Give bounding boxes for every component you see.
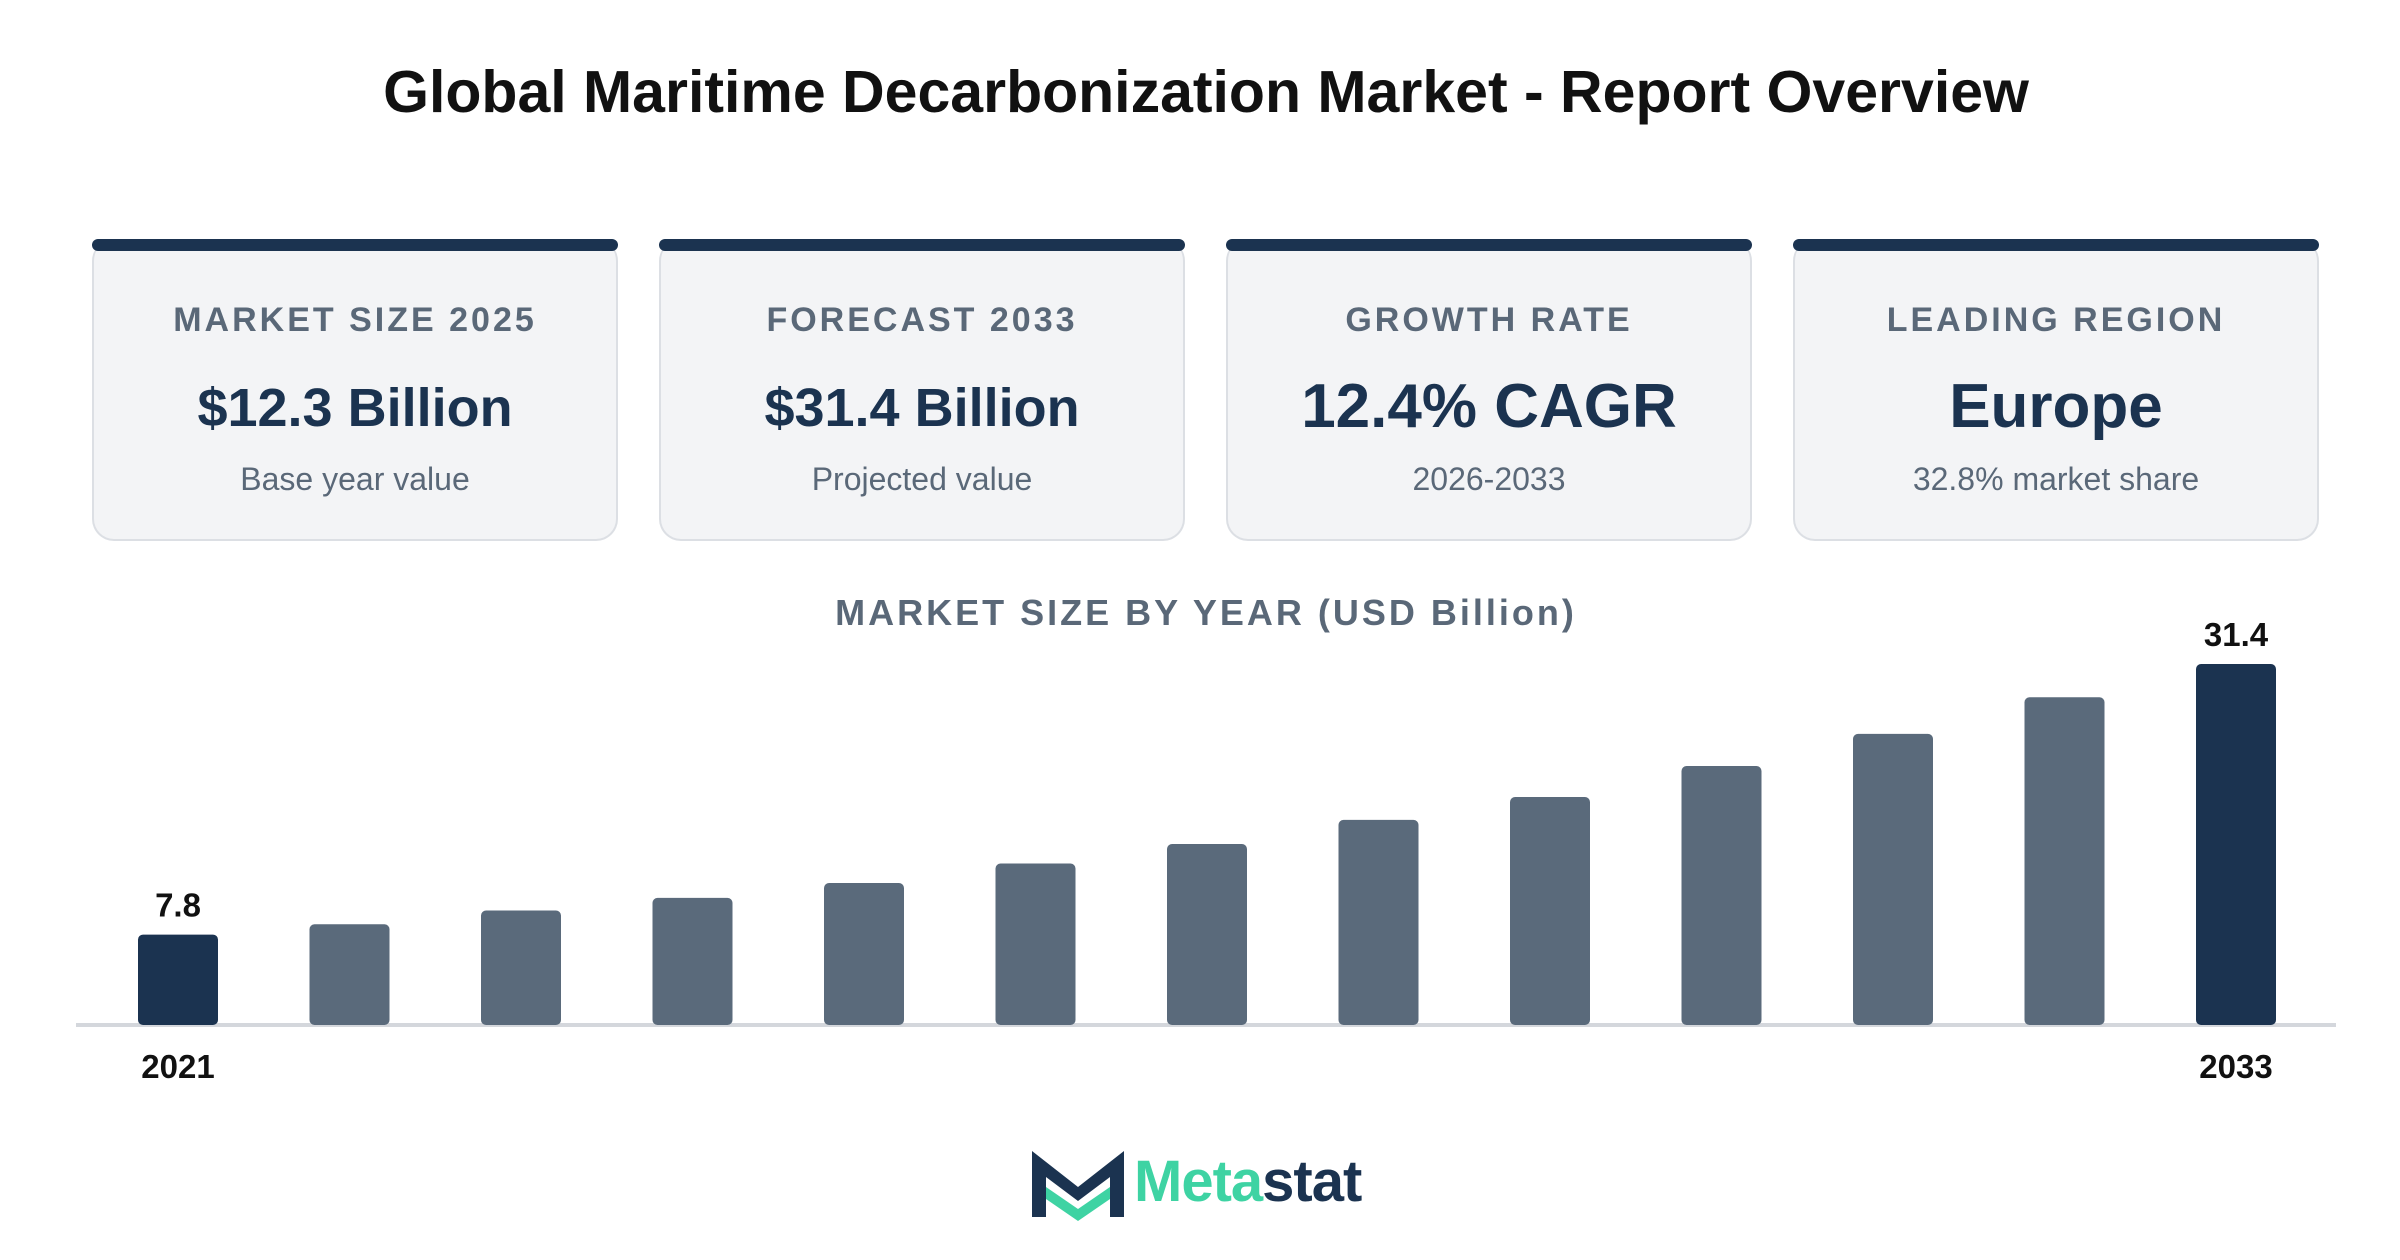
- bar-2021: [138, 934, 218, 1025]
- market-size-card: MARKET SIZE 2025 $12.3 Billion Base year…: [92, 239, 618, 541]
- growth-rate-card: GROWTH RATE 12.4% CAGR 2026-2033: [1226, 239, 1752, 541]
- page-title: Global Maritime Decarbonization Market -…: [383, 59, 2029, 125]
- bar-2033: [2196, 664, 2276, 1025]
- card-subtitle: 2026-2033: [1412, 461, 1566, 497]
- metastat-logo-icon: [1032, 1151, 1124, 1221]
- bar-2028: [1338, 819, 1419, 1025]
- bar-2025: [824, 882, 904, 1025]
- card-label: FORECAST 2033: [766, 301, 1078, 339]
- bar-2024: [652, 897, 733, 1025]
- bar-2031: [1853, 733, 1933, 1025]
- bar-2029: [1510, 796, 1590, 1025]
- card-subtitle: Base year value: [240, 461, 470, 497]
- logo-text-stat: stat: [1262, 1149, 1362, 1214]
- card-value: $12.3 Billion: [197, 378, 513, 438]
- metastat-logo-text: Metastat: [1134, 1148, 1362, 1215]
- bar-2032: [2024, 697, 2105, 1025]
- card-subtitle: Projected value: [811, 461, 1033, 497]
- x-tick-label-2021: 2021: [141, 1048, 214, 1085]
- card-label: LEADING REGION: [1886, 301, 2226, 339]
- chart-title: MARKET SIZE BY YEAR (USD Billion): [835, 592, 1577, 633]
- card-value: Europe: [1949, 372, 2163, 441]
- bar-2023: [481, 910, 561, 1025]
- data-label-2021: 7.8: [155, 887, 201, 924]
- bar-2027: [1167, 844, 1247, 1025]
- x-tick-label-2033: 2033: [2199, 1048, 2272, 1085]
- card-value: $31.4 Billion: [764, 378, 1080, 438]
- card-label: MARKET SIZE 2025: [173, 301, 537, 339]
- card-label: GROWTH RATE: [1345, 301, 1633, 339]
- card-subtitle: 32.8% market share: [1912, 461, 2200, 497]
- data-label-2033: 31.4: [2204, 616, 2269, 653]
- bar-2030: [1681, 766, 1762, 1025]
- leading-region-card: LEADING REGION Europe 32.8% market share: [1793, 239, 2319, 541]
- forecast-card: FORECAST 2033 $31.4 Billion Projected va…: [659, 239, 1185, 541]
- bar-2022: [309, 924, 390, 1025]
- card-value: 12.4% CAGR: [1301, 372, 1677, 441]
- bar-2026: [995, 863, 1076, 1025]
- logo-text-meta: Meta: [1134, 1149, 1263, 1214]
